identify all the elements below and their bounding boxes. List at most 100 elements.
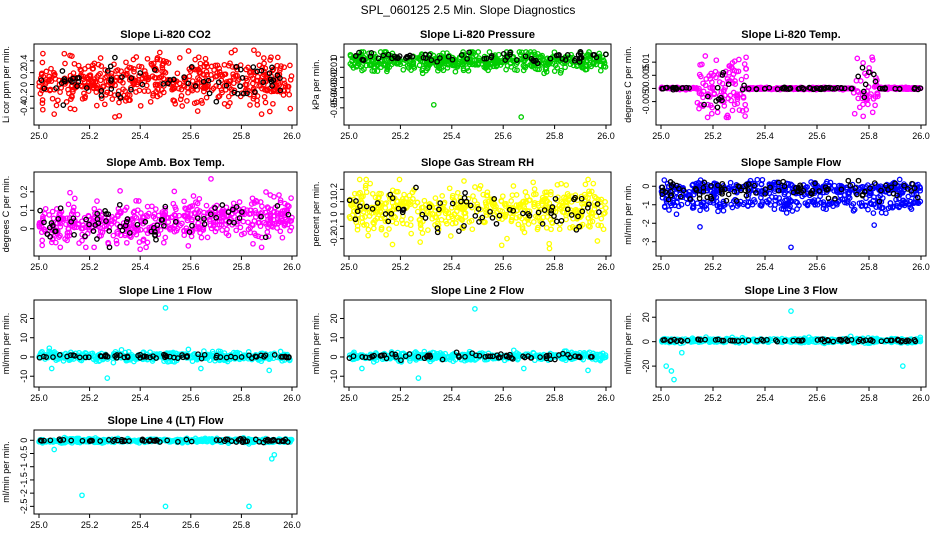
x-tick-label: 25.4 xyxy=(756,131,774,141)
reference-point xyxy=(876,85,883,92)
data-point xyxy=(275,80,282,87)
data-point xyxy=(395,60,401,67)
data-point xyxy=(286,91,293,98)
data-point xyxy=(263,189,269,195)
x-tick-label: 25.8 xyxy=(860,131,878,141)
reference-point xyxy=(59,68,66,74)
data-point xyxy=(698,91,705,98)
data-point xyxy=(279,210,286,217)
y-tick-label: 0.2 xyxy=(19,66,29,79)
y-tick-label: 0 xyxy=(19,82,29,87)
data-point xyxy=(160,89,167,96)
data-point xyxy=(724,112,731,119)
data-point xyxy=(220,209,226,215)
data-point xyxy=(185,346,192,353)
data-point xyxy=(160,239,167,246)
data-point xyxy=(358,63,364,70)
data-point xyxy=(39,100,46,107)
panel-title: Slope Amb. Box Temp. xyxy=(106,157,225,169)
reference-point xyxy=(160,81,167,87)
data-point xyxy=(245,219,251,226)
data-point xyxy=(219,227,226,233)
reference-point xyxy=(105,211,112,218)
x-tick-label: 25.6 xyxy=(494,393,512,403)
data-point xyxy=(135,79,141,86)
reference-point xyxy=(483,55,490,62)
reference-point xyxy=(368,50,375,56)
plot-frame xyxy=(655,43,927,126)
data-point xyxy=(53,102,60,109)
data-point xyxy=(174,70,181,77)
data-point xyxy=(233,227,240,234)
data-point xyxy=(184,98,190,104)
data-point xyxy=(150,222,157,229)
data-point xyxy=(522,63,528,69)
reference-point xyxy=(237,83,243,90)
data-point xyxy=(186,73,193,80)
data-point xyxy=(454,214,461,221)
data-point xyxy=(602,205,609,211)
data-point xyxy=(112,92,118,98)
data-point xyxy=(194,108,201,114)
x-tick-label: 25.2 xyxy=(392,131,410,141)
data-point xyxy=(82,93,89,100)
x-tick-label: 26.0 xyxy=(283,262,301,272)
x-tick-label: 25.0 xyxy=(340,262,358,272)
reference-point xyxy=(62,78,68,85)
reference-point xyxy=(161,222,167,229)
data-point xyxy=(254,198,260,205)
data-point xyxy=(92,78,99,85)
data-point xyxy=(520,365,527,372)
data-point xyxy=(527,49,534,55)
data-point xyxy=(214,62,221,69)
x-tick-label: 25.2 xyxy=(81,393,99,403)
data-point xyxy=(137,102,144,109)
data-point xyxy=(152,206,159,212)
reference-point xyxy=(233,63,240,70)
reference-point xyxy=(215,79,222,86)
data-point xyxy=(719,80,726,87)
reference-point xyxy=(713,98,719,104)
reference-point xyxy=(534,60,541,67)
x-tick-label: 25.8 xyxy=(546,262,564,272)
reference-point xyxy=(562,57,569,63)
data-point xyxy=(219,89,225,96)
figure-title: SPL_060125 2.5 Min. Slope Diagnostics xyxy=(361,3,576,17)
data-point xyxy=(363,176,370,183)
data-point xyxy=(193,99,200,106)
data-point xyxy=(67,189,73,196)
y-tick-label: -0.03 xyxy=(329,77,339,98)
y-tick-label: -0.4 xyxy=(19,100,29,116)
data-point xyxy=(162,234,169,241)
x-tick-label: 25.6 xyxy=(808,262,826,272)
data-point xyxy=(257,223,264,230)
x-tick-label: 25.4 xyxy=(756,393,774,403)
y-tick-label: -20 xyxy=(641,360,651,373)
data-point xyxy=(260,55,267,61)
data-point xyxy=(367,180,374,187)
data-point xyxy=(67,105,74,112)
data-point xyxy=(583,57,590,64)
data-point xyxy=(189,78,196,84)
data-point xyxy=(69,53,75,59)
reference-point xyxy=(662,84,669,91)
reference-point xyxy=(670,85,677,91)
data-point xyxy=(277,228,284,235)
data-point xyxy=(230,80,237,87)
data-point xyxy=(185,213,191,220)
data-point xyxy=(200,227,207,233)
series-points xyxy=(36,305,293,381)
data-point xyxy=(39,106,46,113)
data-point xyxy=(74,211,81,218)
reference-point xyxy=(818,86,824,93)
data-point xyxy=(255,51,262,57)
data-point xyxy=(144,203,151,210)
data-point xyxy=(98,95,105,102)
data-point xyxy=(192,224,199,230)
data-point xyxy=(868,91,874,97)
data-point xyxy=(666,207,672,213)
series-points xyxy=(36,176,295,253)
reference-point xyxy=(106,228,113,234)
reference-point xyxy=(188,64,195,70)
